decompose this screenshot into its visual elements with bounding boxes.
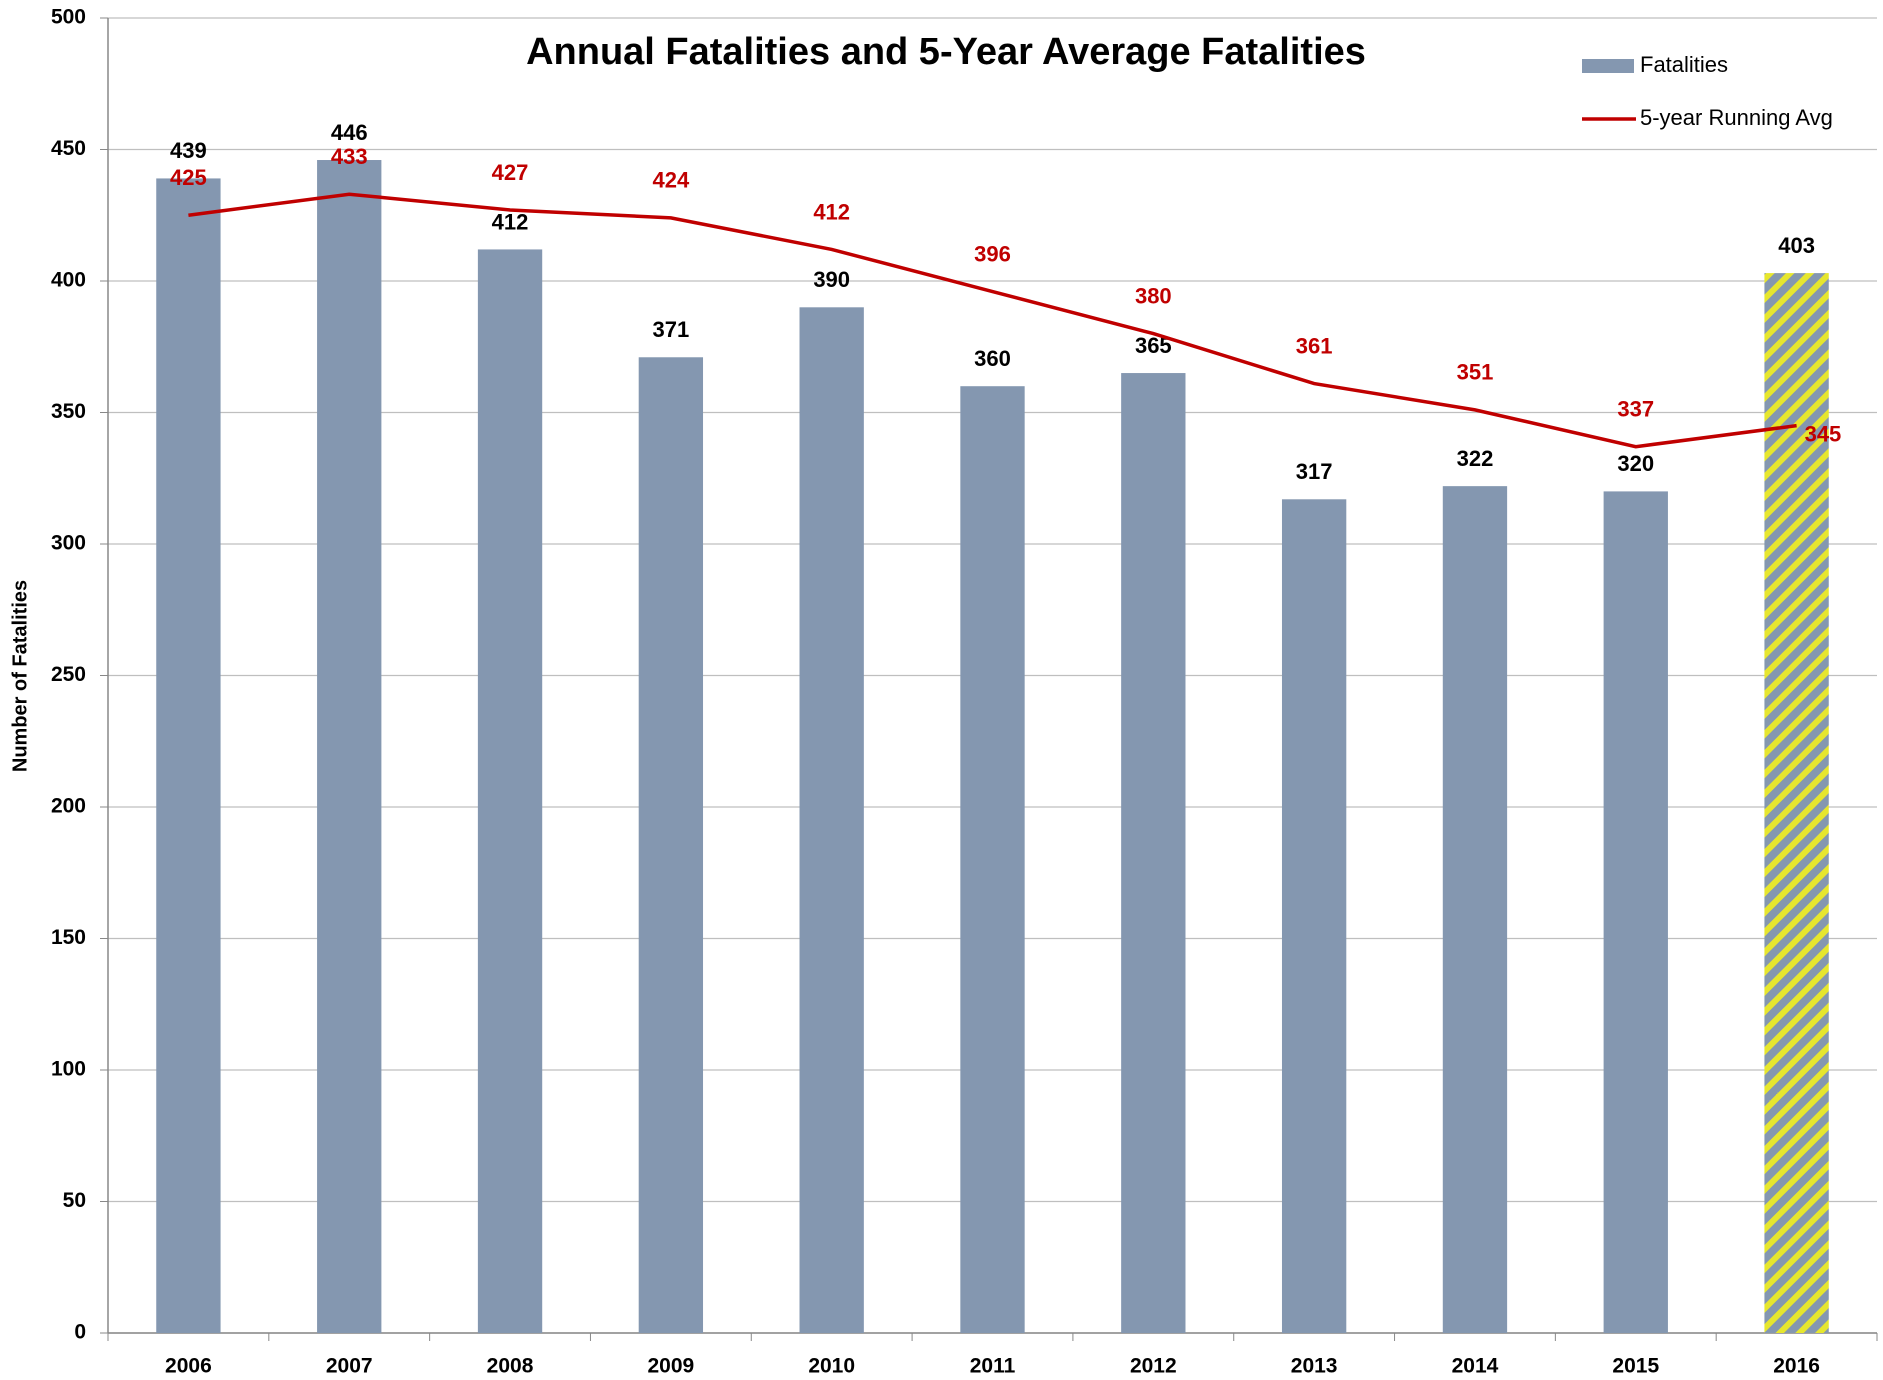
bar xyxy=(960,386,1025,1333)
legend-swatch xyxy=(1582,59,1634,73)
x-tick-label: 2011 xyxy=(970,1355,1016,1378)
bar xyxy=(1121,373,1186,1333)
bar xyxy=(1281,499,1347,1333)
y-tick-label: 0 xyxy=(74,1321,86,1344)
bar-value-label: 317 xyxy=(1296,459,1333,484)
y-axis-label: Number of Fatalities xyxy=(9,580,31,772)
x-tick-label: 2010 xyxy=(808,1355,855,1378)
line-value-label: 433 xyxy=(331,144,368,169)
line-value-label: 425 xyxy=(170,165,207,190)
line-value-label: 396 xyxy=(974,241,1011,266)
y-tick-label: 450 xyxy=(51,137,86,160)
y-tick-label: 150 xyxy=(51,926,86,949)
bar xyxy=(1442,486,1508,1333)
bar-value-label: 412 xyxy=(492,209,529,234)
chart-title: Annual Fatalities and 5-Year Average Fat… xyxy=(526,31,1366,73)
line-value-label: 351 xyxy=(1457,360,1494,385)
line xyxy=(188,192,1797,449)
bar xyxy=(799,307,864,1333)
line-value-label: 361 xyxy=(1296,333,1333,358)
y-tick-label: 50 xyxy=(63,1189,86,1212)
y-tick-label: 200 xyxy=(51,795,86,818)
y-tick-label: 500 xyxy=(51,6,86,29)
bar-value-label: 390 xyxy=(813,267,850,292)
x-tick-label: 2008 xyxy=(487,1355,534,1378)
y-tick-label: 350 xyxy=(51,400,86,423)
bar xyxy=(156,178,221,1334)
x-tick-label: 2015 xyxy=(1612,1355,1659,1378)
x-tick-label: 2013 xyxy=(1291,1355,1338,1378)
bar-value-label: 320 xyxy=(1617,451,1654,476)
bar-value-label: 439 xyxy=(170,138,207,163)
bar-value-label: 322 xyxy=(1457,446,1494,471)
line-value-label: 345 xyxy=(1805,421,1842,446)
bar-value-label: 403 xyxy=(1778,233,1815,258)
x-tick-label: 2006 xyxy=(165,1355,212,1378)
x-tick-label: 2014 xyxy=(1452,1355,1499,1378)
line-value-label: 337 xyxy=(1617,397,1654,422)
bar-value-label: 371 xyxy=(653,317,690,342)
line-value-label: 424 xyxy=(653,168,690,193)
bar xyxy=(317,160,382,1333)
y-tick-label: 100 xyxy=(51,1058,86,1081)
y-tick-label: 250 xyxy=(51,663,86,686)
line-value-label: 412 xyxy=(813,199,850,224)
bar xyxy=(1603,491,1668,1333)
x-tick-label: 2016 xyxy=(1773,1355,1820,1378)
y-tick-label: 400 xyxy=(51,269,86,292)
x-tick-label: 2012 xyxy=(1130,1355,1177,1378)
bar-value-label: 360 xyxy=(974,346,1011,371)
bar xyxy=(1764,273,1829,1333)
x-tick-label: 2007 xyxy=(326,1355,373,1378)
legend-label: 5-year Running Avg xyxy=(1640,105,1833,130)
bar xyxy=(477,249,543,1334)
line-value-label: 427 xyxy=(492,160,529,185)
bar-value-label: 446 xyxy=(331,120,368,145)
x-tick-label: 2009 xyxy=(648,1355,695,1378)
bar xyxy=(638,357,704,1333)
line-value-label: 380 xyxy=(1135,283,1172,308)
legend-label: Fatalities xyxy=(1640,52,1728,77)
y-tick-label: 300 xyxy=(51,532,86,555)
